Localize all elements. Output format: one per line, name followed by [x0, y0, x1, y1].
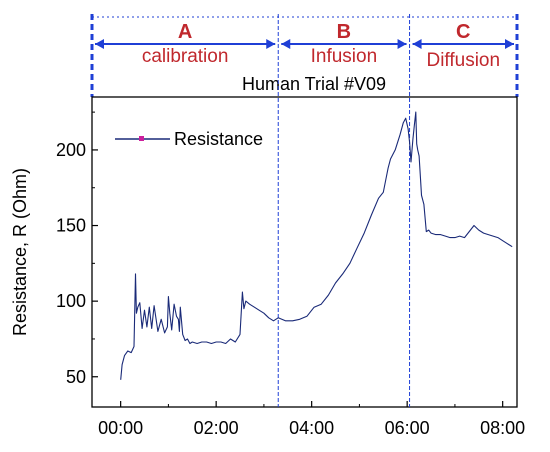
plot-frame — [91, 96, 518, 408]
legend-entry-resistance: Resistance — [174, 129, 263, 149]
phase-arrowhead-right — [397, 39, 407, 49]
y-tick-label: 150 — [56, 216, 86, 236]
series-line-resistance — [120, 111, 513, 380]
x-tick-label: 00:00 — [98, 418, 143, 438]
chart-title: Human Trial #V09 — [242, 74, 386, 94]
phase-arrowhead-left — [95, 39, 104, 49]
x-axis-ticks: 00:00 02:00 04:00 06:00 08:00 — [98, 401, 525, 438]
legend: Resistance — [115, 129, 263, 149]
phase-arrowhead-left — [281, 39, 291, 49]
phase-a-letter: A — [178, 21, 192, 43]
y-axis-ticks: 50 100 150 200 — [56, 111, 98, 387]
y-axis-label: Resistance, R (Ohm) — [10, 168, 30, 336]
phase-arrowhead-right — [505, 39, 514, 49]
y-tick-label: 50 — [66, 367, 86, 387]
phase-b-letter: B — [337, 21, 351, 43]
x-tick-label: 02:00 — [194, 418, 239, 438]
x-tick-label: 08:00 — [480, 418, 525, 438]
phase-boundaries — [277, 14, 411, 407]
phase-arrowhead-right — [266, 39, 276, 49]
phase-arrowhead-left — [412, 39, 422, 49]
phase-a-name: calibration — [142, 46, 229, 67]
phase-b-name: Infusion — [311, 46, 378, 67]
phase-c-name: Diffusion — [426, 50, 500, 71]
phase-annotations: A calibration B Infusion C Diffusion — [95, 21, 514, 71]
x-tick-label: 06:00 — [385, 418, 430, 438]
legend-marker — [139, 136, 144, 141]
y-tick-label: 100 — [56, 291, 86, 311]
x-tick-label: 04:00 — [289, 418, 334, 438]
y-tick-label: 200 — [56, 140, 86, 160]
phase-c-letter: C — [456, 21, 470, 43]
